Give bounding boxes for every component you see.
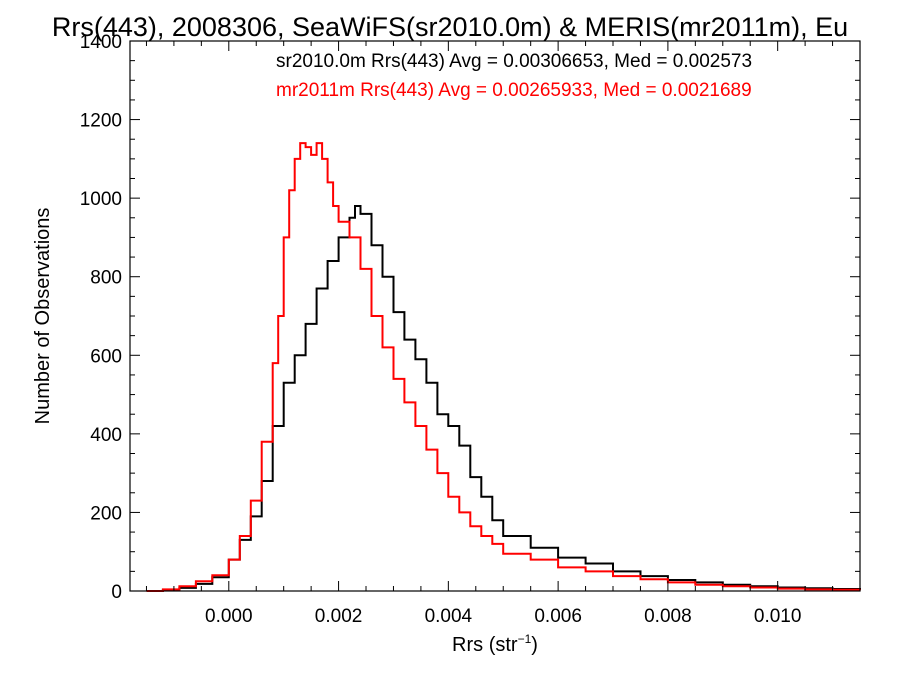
title: Rrs(443), 2008306, SeaWiFS(sr2010.0m) & … (52, 12, 848, 42)
legend: sr2010.0m Rrs(443) Avg = 0.00306653, Med… (276, 51, 752, 101)
x-axis-label-main: Rrs (str (452, 634, 518, 656)
x-tick-label: 0.006 (534, 606, 582, 627)
y-tick-label: 0 (111, 582, 122, 603)
x-ticks: 0.000 0.002 0.004 0.006 0.008 0.010 (145, 41, 861, 627)
x-tick-label: 0.000 (205, 606, 253, 627)
x-tick-label: 0.010 (754, 606, 802, 627)
x-axis-label-close: ) (531, 634, 538, 656)
series-group (146, 142, 861, 592)
legend-entry-0: sr2010.0m Rrs(443) Avg = 0.00306653, Med… (276, 51, 752, 72)
x-tick-label: 0.008 (644, 606, 692, 627)
x-axis-label-sup: −1 (518, 632, 532, 646)
y-tick-label: 600 (90, 346, 122, 367)
chart-title: Rrs(443), 2008306, SeaWiFS(sr2010.0m) & … (52, 12, 848, 42)
series-line-0 (146, 205, 861, 592)
y-tick-label: 200 (90, 503, 122, 524)
y-tick-label: 800 (90, 268, 122, 289)
y-tick-label: 1000 (80, 189, 122, 210)
x-axis-label: Rrs (str−1) (452, 632, 538, 656)
y-tick-label: 400 (90, 425, 122, 446)
plot-area: 0.000 0.002 0.004 0.006 0.008 0.010 0 200 400 60… (80, 32, 861, 627)
x-tick-label: 0.002 (315, 606, 363, 627)
y-axis-label: Number of Observations (32, 208, 54, 425)
legend-entry-1: mr2011m Rrs(443) Avg = 0.00265933, Med =… (276, 80, 752, 101)
y-tick-label: 1400 (80, 32, 122, 53)
plot-frame (129, 40, 861, 592)
series-line-1 (146, 142, 861, 592)
y-tick-label: 1200 (80, 111, 122, 132)
x-tick-label: 0.004 (425, 606, 473, 627)
y-ticks: 0 200 400 600 800 1000 1200 1400 (80, 32, 860, 603)
